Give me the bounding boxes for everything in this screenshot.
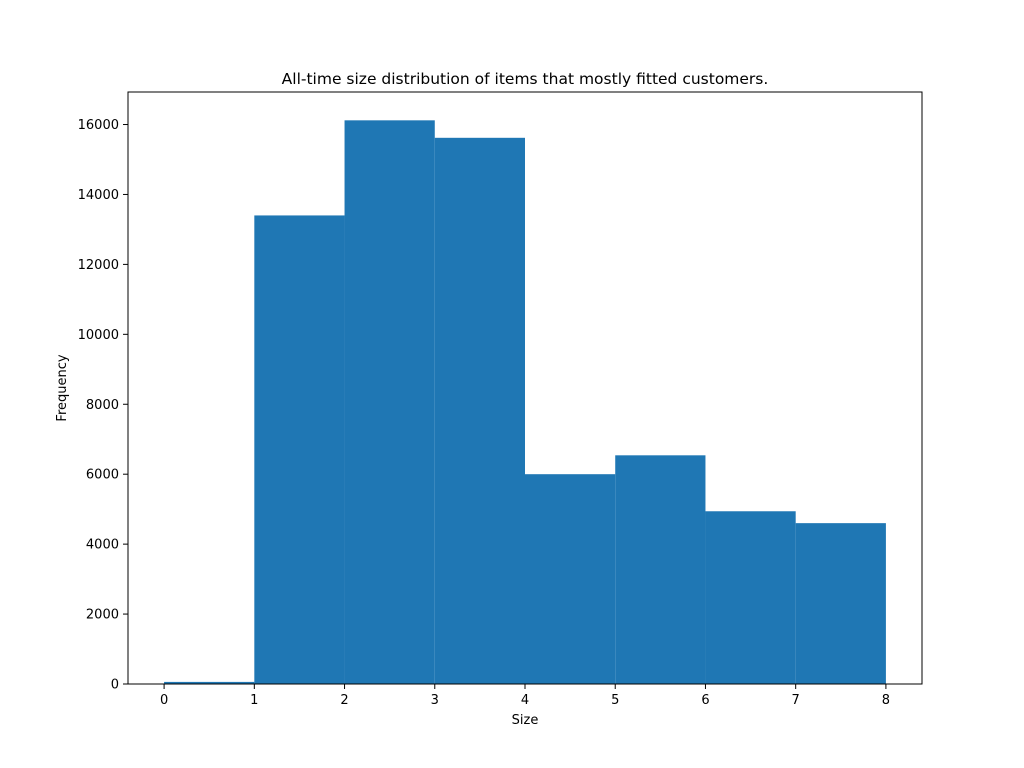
x-axis-label: Size [512,713,539,728]
x-tick-label: 3 [431,693,439,708]
y-tick-label: 14000 [78,188,119,203]
bars-group [164,120,886,685]
y-axis-label: Frequency [55,354,70,421]
x-tick-label: 6 [701,693,709,708]
x-tick-label: 4 [521,693,529,708]
histogram-bar-5 [615,455,706,684]
y-axis-ticks: 0 2000 4000 6000 8000 10000 12000 14000 16000 [78,118,128,693]
chart-title: All-time size distribution of items that… [282,70,769,88]
histogram-bar-1 [254,215,345,685]
x-tick-label: 7 [792,693,800,708]
x-tick-label: 0 [160,693,168,708]
y-tick-label: 10000 [78,328,119,343]
histogram-bar-0 [164,681,255,684]
y-tick-label: 8000 [86,398,119,413]
y-tick-label: 12000 [78,258,119,273]
x-tick-label: 2 [340,693,348,708]
y-tick-label: 2000 [86,608,119,623]
histogram-bar-4 [525,474,616,684]
x-axis-ticks: 0 1 2 3 4 5 6 7 8 [160,684,890,708]
x-tick-label: 8 [882,693,890,708]
plot-area-frame [127,91,923,685]
y-tick-label: 0 [111,678,119,693]
histogram-bar-3 [434,137,525,685]
y-tick-label: 6000 [86,468,119,483]
histogram-bar-6 [705,511,796,684]
histogram-bar-7 [795,523,886,684]
x-tick-label: 1 [250,693,258,708]
y-tick-label: 16000 [78,118,119,133]
y-tick-label: 4000 [86,538,119,553]
histogram-bar-2 [344,120,435,685]
x-tick-label: 5 [611,693,619,708]
